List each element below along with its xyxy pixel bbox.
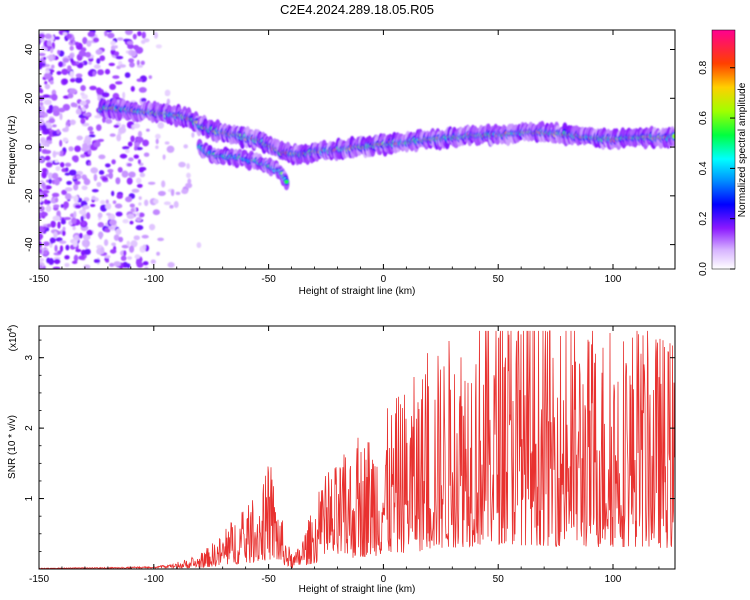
snr-y-multiplier: (x104)	[7, 325, 19, 352]
x-tick-label: -100	[144, 274, 164, 285]
heatmap-xlabel: Height of straight line (km)	[299, 286, 416, 297]
heatmap-frame	[38, 29, 676, 270]
x-tick-label: -150	[29, 274, 49, 285]
y-tick-label: -20	[24, 188, 35, 203]
colorbar-gradient	[712, 30, 735, 269]
colorbar-ticks: 0.0 0.2 0.4 0.6 0.8	[698, 60, 735, 276]
y-tick-label: 0	[24, 144, 35, 150]
snr-panel: -150 -100 -50 0 50 100 1 2 3 Height of straight …	[7, 325, 676, 595]
snr-frame	[38, 325, 676, 570]
snr-ylabel: SNR (10 * v/v)	[7, 415, 18, 479]
x-tick-label: 0	[381, 574, 387, 585]
figure-title: C2E4.2024.289.18.05.R05	[280, 2, 434, 17]
x-tick-label: 100	[605, 574, 622, 585]
y-tick-label: 40	[24, 44, 35, 56]
snr-xlabel: Height of straight line (km)	[299, 584, 416, 595]
x-tick-label: 0	[381, 274, 387, 285]
colorbar-tick-label: 0.2	[698, 211, 709, 225]
x-tick-label: 100	[605, 274, 622, 285]
x-tick-label: -100	[144, 574, 164, 585]
y-tick-label: 1	[24, 495, 35, 501]
y-tick-label: 3	[24, 354, 35, 360]
x-tick-label: 50	[493, 274, 505, 285]
colorbar-tick-label: 0.6	[698, 111, 709, 125]
heatmap-axes: -150 -100 -50 0 50 100 -40 -20 0 20 40	[24, 30, 675, 285]
colorbar-tick-label: 0.4	[698, 161, 709, 175]
x-tick-label: -150	[29, 574, 49, 585]
y-tick-label: -40	[24, 237, 35, 252]
snr-series-line	[39, 330, 675, 569]
colorbar-tick-label: 0.0	[698, 262, 709, 276]
colorbar-label: Normalized spectral amplitude	[737, 82, 748, 217]
x-tick-label: -50	[261, 574, 276, 585]
y-tick-label: 20	[24, 92, 35, 104]
colorbar-tick-label: 0.8	[698, 60, 709, 74]
heatmap-image	[39, 30, 675, 269]
y-tick-label: 2	[24, 425, 35, 431]
colorbar: 0.0 0.2 0.4 0.6 0.8 Normalized spectral ampl…	[698, 29, 748, 276]
x-tick-label: 50	[493, 574, 505, 585]
snr-axes: -150 -100 -50 0 50 100 1 2 3	[24, 326, 675, 585]
heatmap-ylabel: Frequency (Hz)	[7, 116, 18, 185]
x-tick-label: -50	[261, 274, 276, 285]
heatmap-panel: -150 -100 -50 0 50 100 -40 -20 0 20 40 Height of s…	[7, 29, 676, 297]
colorbar-frame	[711, 29, 736, 270]
